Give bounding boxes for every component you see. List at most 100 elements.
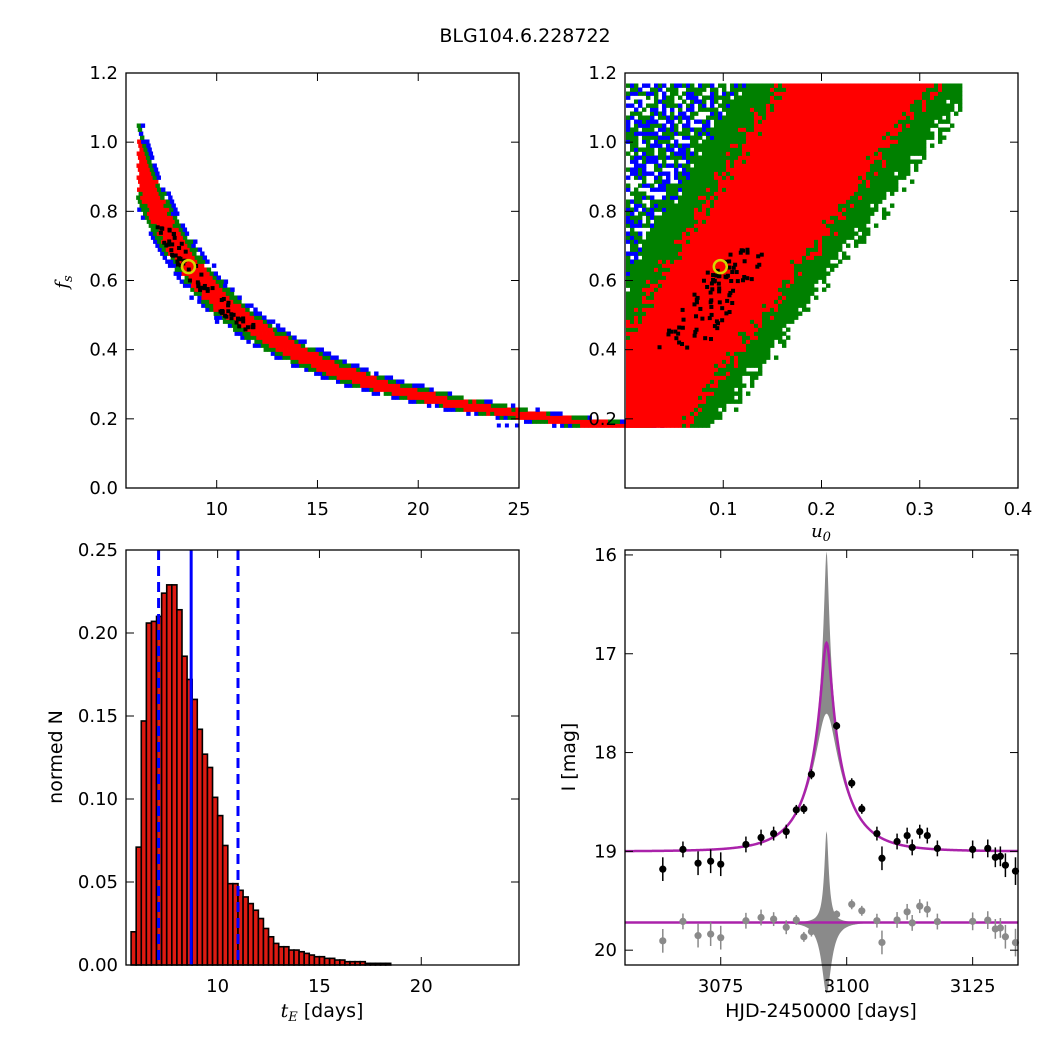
density-cell: [757, 171, 763, 176]
density-cell: [226, 319, 232, 324]
density-cell: [841, 231, 847, 236]
density-cell: [749, 363, 755, 368]
density-cell: [837, 115, 843, 120]
density-cell: [661, 163, 667, 168]
density-cell: [657, 355, 663, 360]
density-cell: [665, 175, 671, 180]
density-cell: [693, 263, 699, 268]
density-cell: [657, 239, 663, 244]
density-cell: [797, 111, 803, 116]
density-cell: [785, 155, 791, 160]
density-cell: [705, 335, 711, 340]
density-cell: [893, 167, 899, 172]
density-cell: [709, 211, 715, 216]
y-tick-label: 0.4: [89, 340, 118, 361]
density-cell: [837, 191, 843, 196]
density-cell: [757, 107, 763, 112]
density-cell: [332, 375, 338, 380]
density-cell: [813, 239, 819, 244]
density-cell: [713, 167, 719, 172]
density-cell: [757, 271, 763, 276]
density-cell: [785, 291, 791, 296]
density-cell: [625, 127, 631, 132]
density-cell: [773, 275, 779, 280]
density-cell: [685, 395, 691, 400]
density-cell: [933, 115, 939, 120]
density-cell: [233, 327, 238, 332]
density-cell: [749, 235, 755, 240]
density-cell: [757, 351, 763, 356]
density-cell: [773, 243, 779, 248]
density-cell: [793, 223, 799, 228]
density-cell: [853, 223, 859, 228]
density-cell: [677, 231, 683, 236]
density-cell: [757, 259, 763, 264]
density-cell: [673, 359, 679, 364]
density-cell: [829, 159, 835, 164]
density-cell: [649, 379, 655, 384]
density-cell: [629, 127, 635, 132]
density-cell: [717, 311, 723, 316]
density-cell: [737, 187, 743, 192]
density-cell: [681, 287, 687, 292]
density-cell: [209, 303, 214, 308]
density-cell: [753, 151, 759, 156]
density-cell: [693, 239, 699, 244]
density-cell: [713, 239, 719, 244]
density-cell: [653, 331, 659, 336]
density-cell: [937, 139, 943, 144]
density-cell: [209, 271, 214, 276]
density-cell: [697, 171, 703, 176]
density-cell: [543, 419, 549, 424]
density-cell: [765, 111, 771, 116]
density-cell: [629, 367, 635, 372]
density-cell: [733, 347, 739, 352]
density-cell: [717, 375, 723, 380]
density-cell: [673, 375, 679, 380]
density-cell: [785, 207, 791, 212]
density-cell: [360, 383, 365, 388]
density-cell: [749, 231, 755, 236]
density-cell: [503, 407, 508, 412]
density-cell: [413, 387, 418, 392]
density-cell-core: [251, 322, 256, 327]
density-cell: [203, 279, 209, 284]
density-cell: [865, 199, 871, 204]
density-cell: [717, 179, 723, 184]
density-cell: [709, 295, 715, 300]
density-cell: [765, 319, 771, 324]
density-cell: [829, 127, 835, 132]
density-cell: [717, 203, 723, 208]
density-cell: [701, 355, 707, 360]
density-cell: [741, 331, 747, 336]
density-cell: [825, 191, 831, 196]
density-cell: [141, 187, 146, 192]
density-cell: [869, 167, 875, 172]
density-cell: [661, 123, 667, 128]
density-cell: [837, 155, 843, 160]
density-cell: [793, 143, 799, 148]
density-cell: [661, 159, 667, 164]
density-cell: [921, 111, 927, 116]
density-cell: [697, 155, 703, 160]
density-cell: [685, 259, 691, 264]
density-cell: [367, 379, 373, 384]
density-cell: [237, 307, 242, 312]
density-cell: [857, 207, 863, 212]
density-cell: [873, 151, 879, 156]
density-cell: [729, 255, 735, 260]
density-cell: [282, 355, 287, 360]
density-cell: [717, 379, 723, 384]
density-cell: [192, 251, 197, 256]
density-cell: [841, 227, 847, 232]
density-cell: [913, 123, 919, 128]
density-cell: [825, 255, 831, 260]
density-cell: [841, 251, 847, 256]
density-cell: [625, 403, 631, 408]
density-cell: [211, 263, 217, 268]
density-cell: [757, 155, 763, 160]
density-cell: [753, 211, 759, 216]
density-cell: [629, 307, 635, 312]
density-cell: [869, 159, 875, 164]
density-cell: [781, 223, 787, 228]
